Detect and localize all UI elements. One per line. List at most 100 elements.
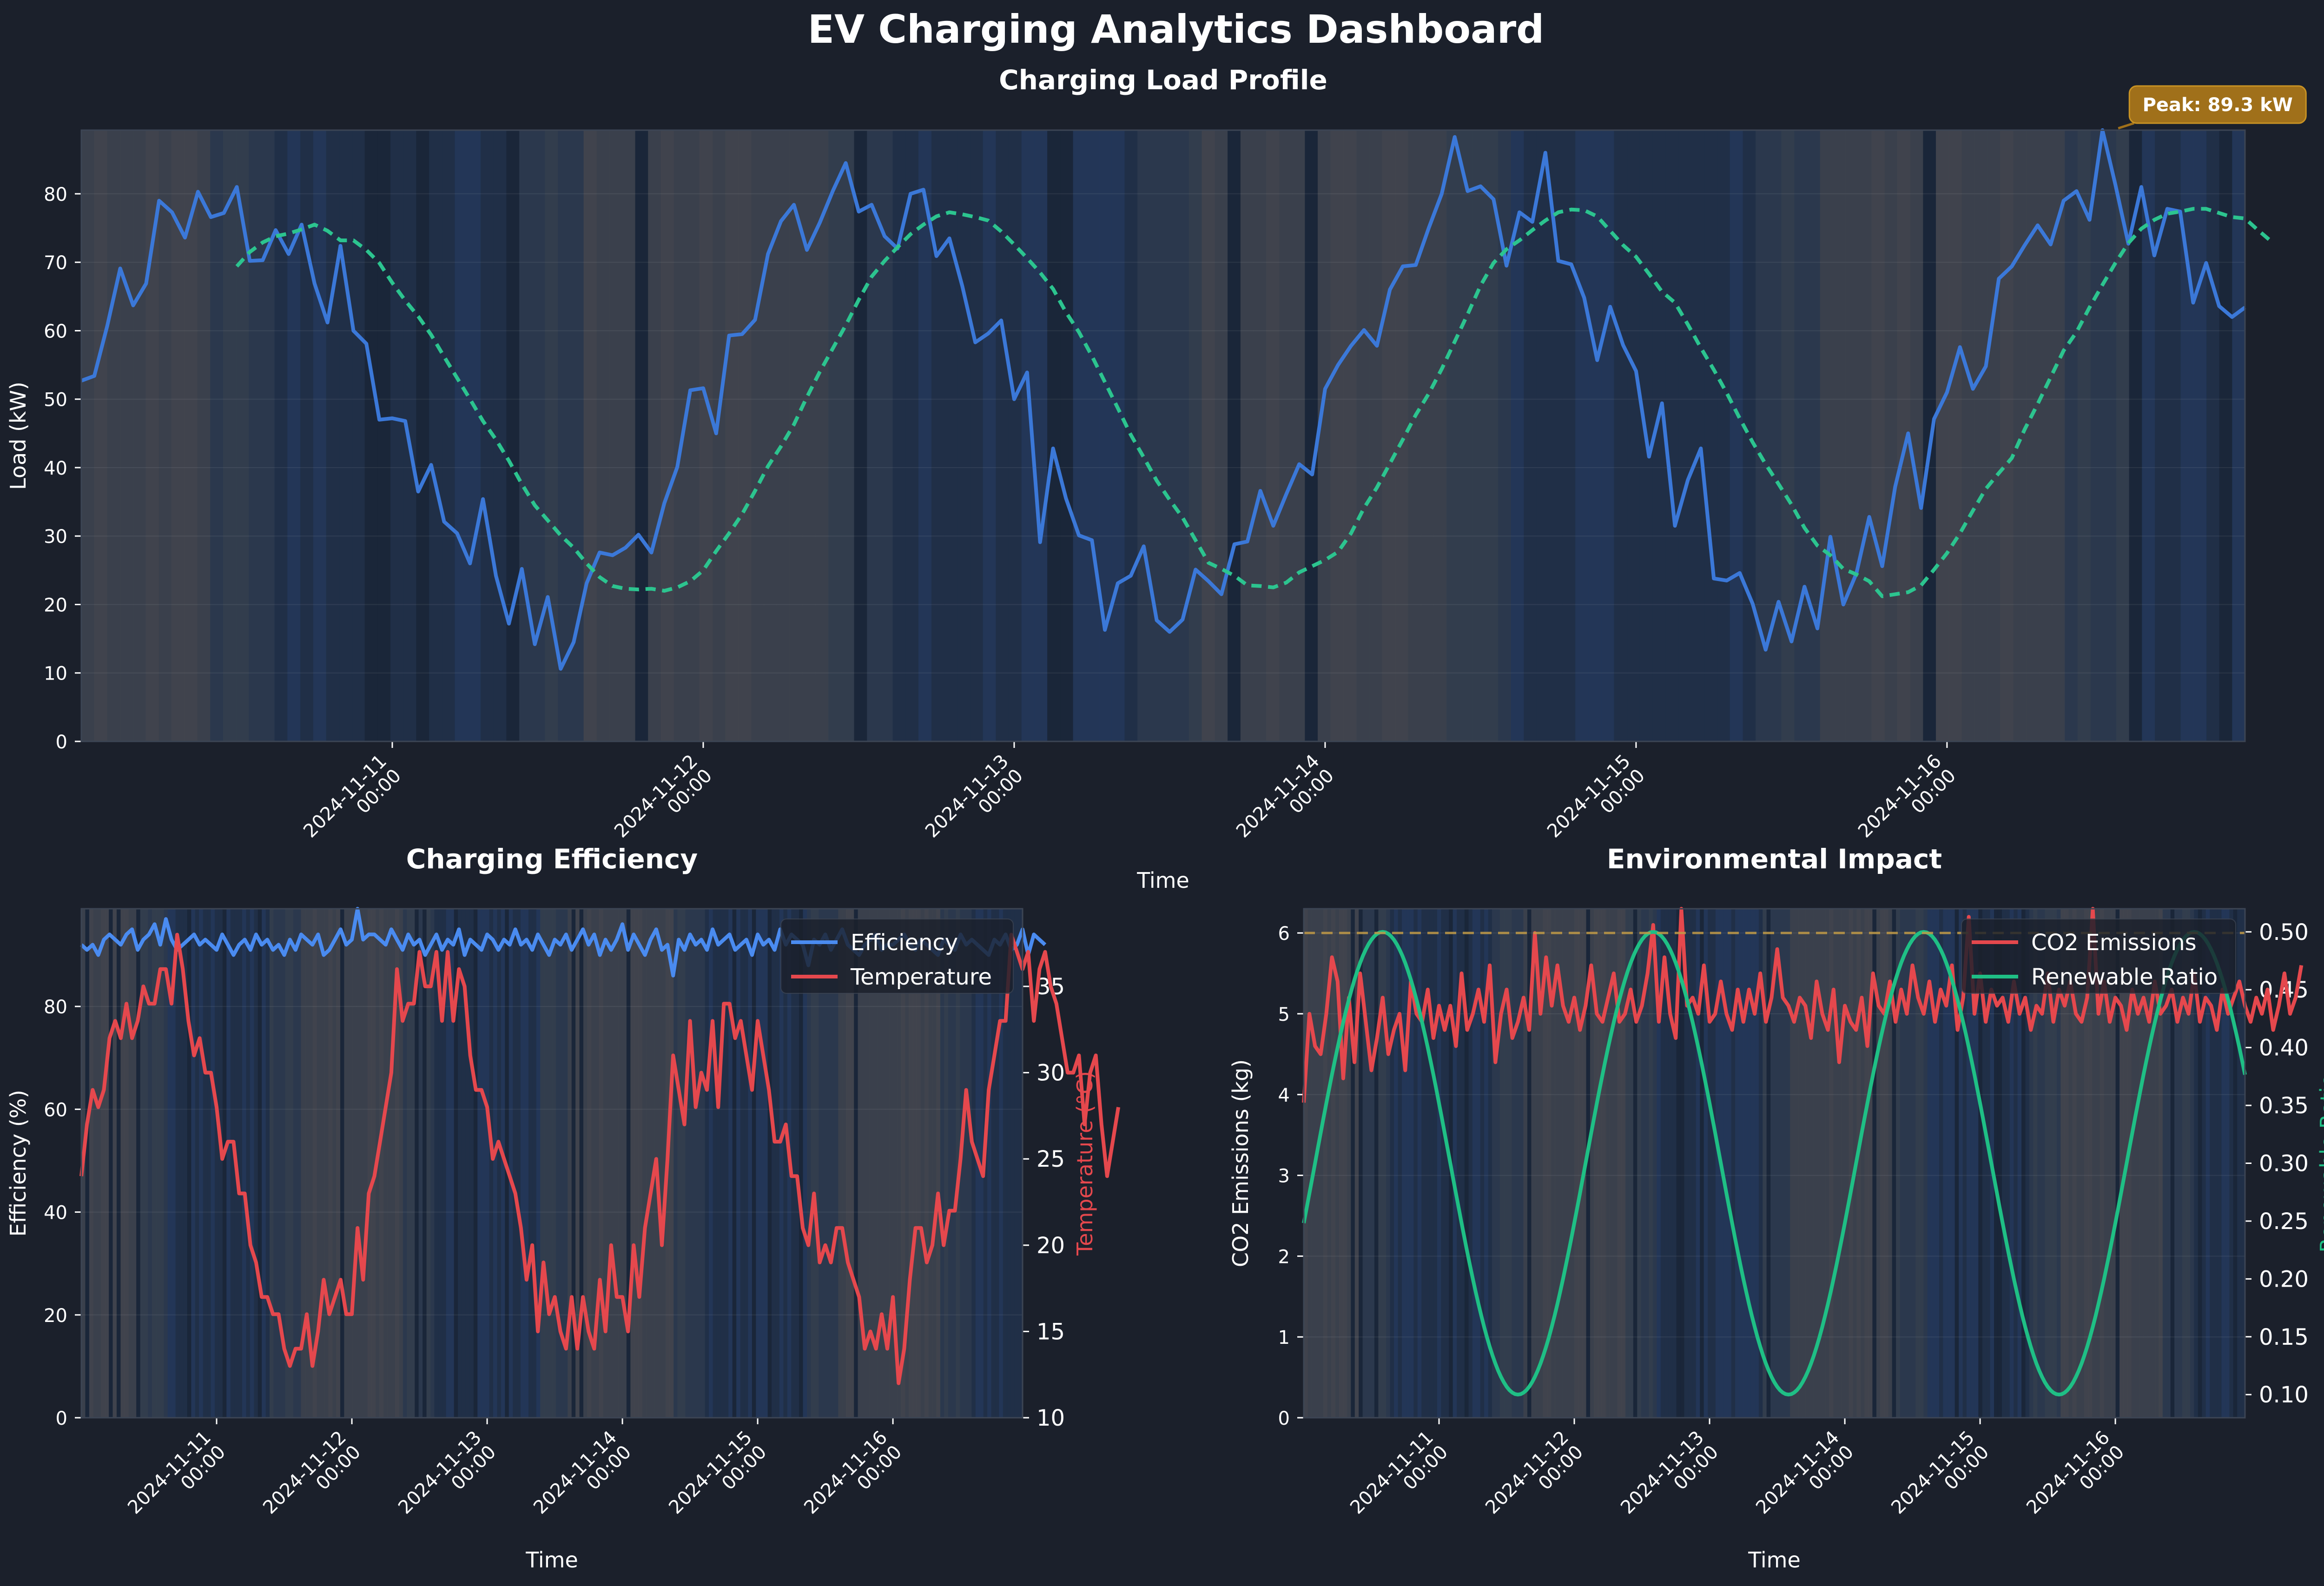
y-tick-label: 60 <box>44 1099 67 1121</box>
background-band <box>1588 130 1602 741</box>
background-band <box>363 909 368 1418</box>
background-band <box>967 909 972 1418</box>
background-band <box>390 130 404 741</box>
background-band <box>418 909 423 1418</box>
charging-efficiency-panel: Charging Efficiency 0 20 40 60 80 Efficiency (… <box>6 843 1121 1573</box>
background-band <box>1961 130 1975 741</box>
background-band <box>697 909 701 1418</box>
background-band <box>2151 909 2155 1418</box>
background-band <box>630 909 635 1418</box>
background-band <box>1537 130 1550 741</box>
background-band <box>1586 909 1591 1418</box>
background-band <box>830 909 835 1418</box>
background-band <box>136 909 141 1418</box>
background-band <box>2041 909 2046 1418</box>
background-band <box>1562 909 1567 1418</box>
background-band <box>987 909 992 1418</box>
background-band <box>1034 130 1048 741</box>
background-band <box>806 909 812 1418</box>
background-band <box>2076 909 2081 1418</box>
background-band <box>2017 909 2022 1418</box>
background-band <box>289 909 294 1418</box>
background-band <box>1678 130 1692 741</box>
background-band <box>2202 909 2206 1418</box>
background-band <box>222 909 227 1418</box>
background-band <box>536 909 541 1418</box>
background-band <box>521 909 525 1418</box>
background-band <box>687 130 700 741</box>
background-band <box>1073 130 1086 741</box>
background-band <box>1692 909 1697 1418</box>
background-band <box>1367 909 1371 1418</box>
y-axis-label: Efficiency (%) <box>6 1090 31 1237</box>
background-band <box>999 909 1004 1418</box>
background-band <box>1574 909 1579 1418</box>
background-band <box>257 909 262 1418</box>
y-right-tick-label: 15 <box>1037 1319 1065 1345</box>
background-band <box>340 909 345 1418</box>
background-band <box>783 909 788 1418</box>
background-band <box>179 909 184 1418</box>
background-band <box>274 130 288 741</box>
background-band <box>493 909 498 1418</box>
background-band <box>89 909 94 1418</box>
background-band <box>607 909 611 1418</box>
background-band <box>834 909 839 1418</box>
y-right-tick-label: 0.10 <box>2259 1382 2309 1408</box>
background-band <box>869 909 874 1418</box>
y-tick-label: 20 <box>44 1305 67 1327</box>
background-band <box>1700 909 1704 1418</box>
background-band <box>2037 909 2041 1418</box>
y-tick-label: 5 <box>1278 1004 1290 1025</box>
background-band <box>1202 130 1215 741</box>
background-band <box>1009 130 1022 741</box>
background-band <box>1401 909 1406 1418</box>
background-band <box>238 909 243 1418</box>
background-band <box>107 130 120 741</box>
background-band <box>120 909 125 1418</box>
background-band <box>948 909 952 1418</box>
background-band <box>344 909 349 1418</box>
background-band <box>1018 909 1023 1418</box>
background-band <box>395 909 400 1418</box>
background-band <box>2139 909 2144 1418</box>
background-band <box>661 909 666 1418</box>
background-band <box>416 130 429 741</box>
background-band <box>603 909 607 1418</box>
background-band <box>430 909 435 1418</box>
background-band <box>101 909 106 1418</box>
background-band <box>1841 909 1846 1418</box>
background-band <box>928 909 933 1418</box>
y-axis-label: Load (kW) <box>6 382 31 490</box>
background-band <box>802 130 816 741</box>
background-band <box>2096 909 2100 1418</box>
background-band <box>356 909 360 1418</box>
background-band <box>508 909 513 1418</box>
background-band <box>814 909 819 1418</box>
background-band <box>132 130 146 741</box>
y-right-tick-label: 30 <box>1037 1060 1065 1086</box>
background-band <box>1708 909 1712 1418</box>
background-band <box>1833 130 1846 741</box>
x-axis-label: Time <box>1136 868 1189 893</box>
temperature-series-line <box>79 932 1121 1385</box>
y-right-tick-label: 20 <box>1037 1233 1065 1259</box>
background-band <box>429 130 442 741</box>
background-band <box>828 130 842 741</box>
background-band <box>646 909 651 1418</box>
background-band <box>2198 909 2202 1418</box>
background-band <box>1747 909 1751 1418</box>
background-band <box>1872 909 1877 1418</box>
background-band <box>795 909 799 1418</box>
background-band <box>254 909 258 1418</box>
background-band <box>1755 909 1759 1418</box>
background-band <box>893 909 898 1418</box>
background-band <box>2104 909 2108 1418</box>
background-band <box>2221 909 2226 1418</box>
background-band <box>1330 130 1344 741</box>
background-band <box>2232 130 2245 741</box>
background-band <box>1323 909 1328 1418</box>
background-band <box>167 909 172 1418</box>
background-band <box>1900 909 1904 1418</box>
background-band <box>1858 130 1872 741</box>
